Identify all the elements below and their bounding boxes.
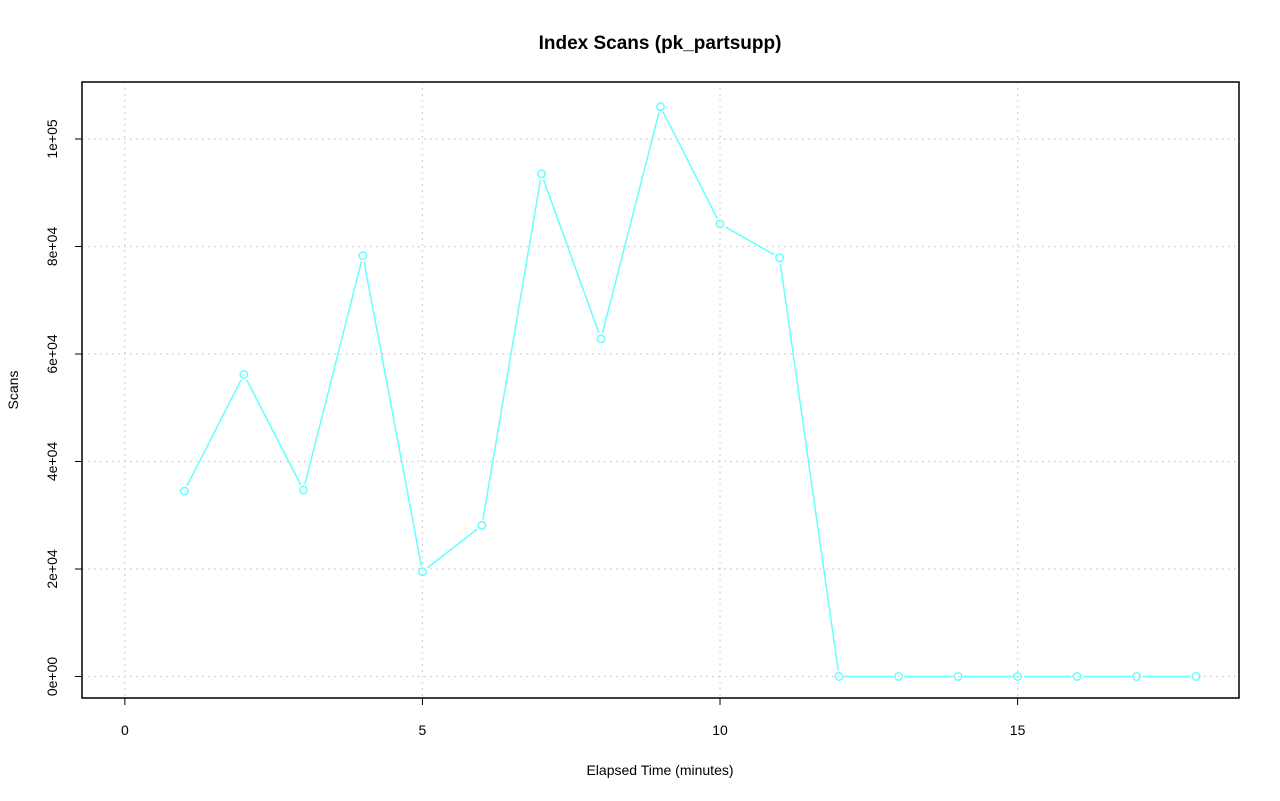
grid [82,82,1239,698]
series-0-segment-4 [426,528,478,569]
series-0-point-15 [1072,672,1082,681]
series-0-point-12 [894,672,904,681]
series-0-point-13 [953,672,963,681]
series-0-point-2 [298,485,308,495]
series-0-segment-7 [601,112,660,334]
series-0-point-10 [775,253,784,263]
series-layer [179,102,1201,681]
x-axis-label: Elapsed Time (minutes) [586,762,733,778]
series-0-segment-3 [363,261,423,566]
x-tick-label-0: 0 [121,722,129,738]
y-axis: 0e+00 2e+04 4e+04 6e+04 8e+04 1e+05 [44,119,82,696]
series-0-segment-6 [542,179,600,334]
y-tick-label-2: 4e+04 [44,442,60,482]
x-tick-label-3: 15 [1010,722,1026,738]
x-tick-label-2: 10 [712,722,728,738]
y-tick-label-4: 8e+04 [44,227,60,267]
y-tick-label-5: 1e+05 [44,119,60,159]
series-0-point-11 [834,672,844,681]
series-0-point-7 [596,334,606,344]
series-0-segment-9 [724,226,775,256]
series-0-point-3 [358,251,368,261]
series-0-segment-0 [186,379,242,487]
series-0-segment-2 [304,261,363,485]
series-0-point-14 [1013,672,1023,681]
series-0-point-5 [477,521,487,530]
series-0-point-8 [656,102,665,112]
series-0-segment-10 [779,263,839,671]
series-0-segment-5 [482,179,542,520]
series-0-point-6 [537,169,546,179]
series-0-point-1 [239,369,249,379]
y-tick-label-1: 2e+04 [44,549,60,589]
plot-frame [81,81,1240,699]
series-0-point-0 [179,486,189,496]
series-0-point-16 [1132,672,1142,681]
x-axis: 0 5 10 15 [121,698,1026,738]
y-tick-label-3: 6e+04 [44,334,60,374]
series-0-point-17 [1191,672,1201,681]
series-0-segment-8 [662,111,718,219]
series-0-point-4 [417,567,427,577]
y-axis-label: Scans [5,371,21,410]
chart-title: Index Scans (pk_partsupp) [539,33,782,54]
y-tick-label-0: 0e+00 [44,657,60,697]
x-tick-label-1: 5 [419,722,427,738]
series-0-segment-1 [245,379,302,485]
series-0-point-9 [715,219,725,229]
